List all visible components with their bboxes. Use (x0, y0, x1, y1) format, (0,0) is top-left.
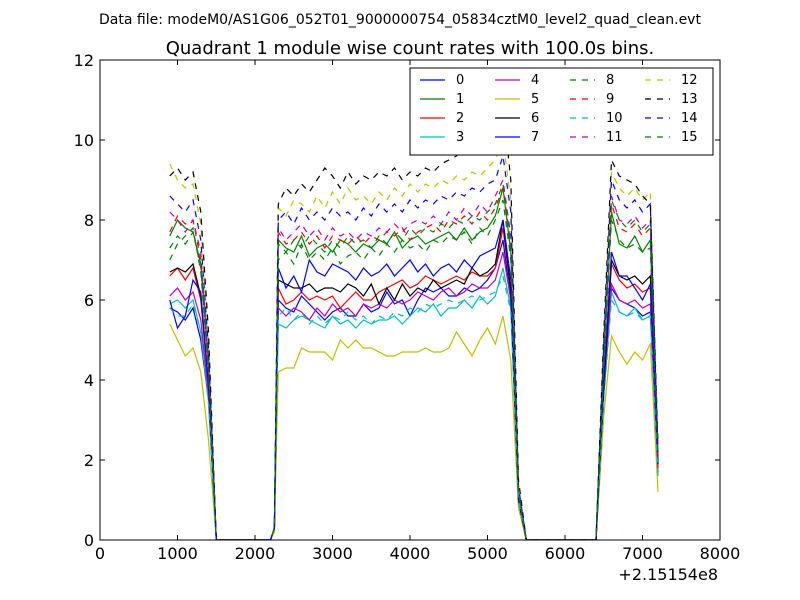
legend-label-12: 12 (681, 73, 698, 88)
series-line-6 (169, 219, 659, 540)
series-line-5 (169, 315, 659, 540)
legend-label-8: 8 (606, 73, 614, 88)
y-tick-label: 8 (84, 211, 94, 230)
series-line-15 (169, 183, 659, 540)
legend-label-4: 4 (531, 73, 539, 88)
legend-label-10: 10 (606, 111, 623, 126)
x-tick-label: 7000 (622, 544, 663, 563)
x-tick-label: 6000 (545, 544, 586, 563)
x-tick-label: 4000 (390, 544, 431, 563)
series-line-14 (169, 155, 659, 540)
series-line-9 (169, 185, 659, 540)
y-tick-label: 12 (74, 51, 94, 70)
series-line-13 (169, 103, 659, 540)
series-lines (169, 103, 659, 540)
legend-label-9: 9 (606, 92, 614, 107)
x-tick-label: 2000 (235, 544, 276, 563)
legend-label-7: 7 (531, 130, 539, 145)
legend-label-11: 11 (606, 130, 623, 145)
series-line-8 (169, 199, 659, 540)
series-line-7 (169, 219, 659, 540)
x-tick-label: 0 (95, 544, 105, 563)
legend-label-14: 14 (681, 111, 698, 126)
legend-label-6: 6 (531, 111, 539, 126)
series-line-12 (169, 139, 659, 540)
legend-label-2: 2 (456, 111, 464, 126)
y-tick-label: 10 (74, 131, 94, 150)
legend-label-1: 1 (456, 92, 464, 107)
series-line-0 (169, 239, 659, 540)
series-line-4 (169, 251, 659, 540)
series-line-2 (169, 227, 659, 540)
x-tick-label: 3000 (312, 544, 353, 563)
data-file-suptitle: Data file: modeM0/AS1G06_052T01_90000007… (99, 12, 701, 28)
chart-title: Quadrant 1 module wise count rates with … (166, 38, 655, 59)
legend-label-5: 5 (531, 92, 539, 107)
y-tick-label: 4 (84, 371, 94, 390)
legend-label-3: 3 (456, 130, 464, 145)
y-tick-label: 0 (84, 531, 94, 550)
y-tick-label: 2 (84, 451, 94, 470)
x-tick-label: 1000 (157, 544, 198, 563)
plot-area: 0 1000 2000 3000 4000 5000 6000 7000 80000246810… (74, 51, 741, 563)
y-tick-label: 6 (84, 291, 94, 310)
series-line-10 (169, 274, 659, 540)
series-line-11 (169, 177, 659, 540)
x-axis-offset-label: +2.15154e8 (618, 565, 718, 584)
legend-label-0: 0 (456, 73, 464, 88)
legend-label-13: 13 (681, 92, 698, 107)
x-tick-label: 5000 (467, 544, 508, 563)
series-line-1 (169, 187, 659, 540)
legend-box (409, 67, 714, 156)
legend-label-15: 15 (681, 130, 698, 145)
x-tick-label: 8000 (700, 544, 741, 563)
